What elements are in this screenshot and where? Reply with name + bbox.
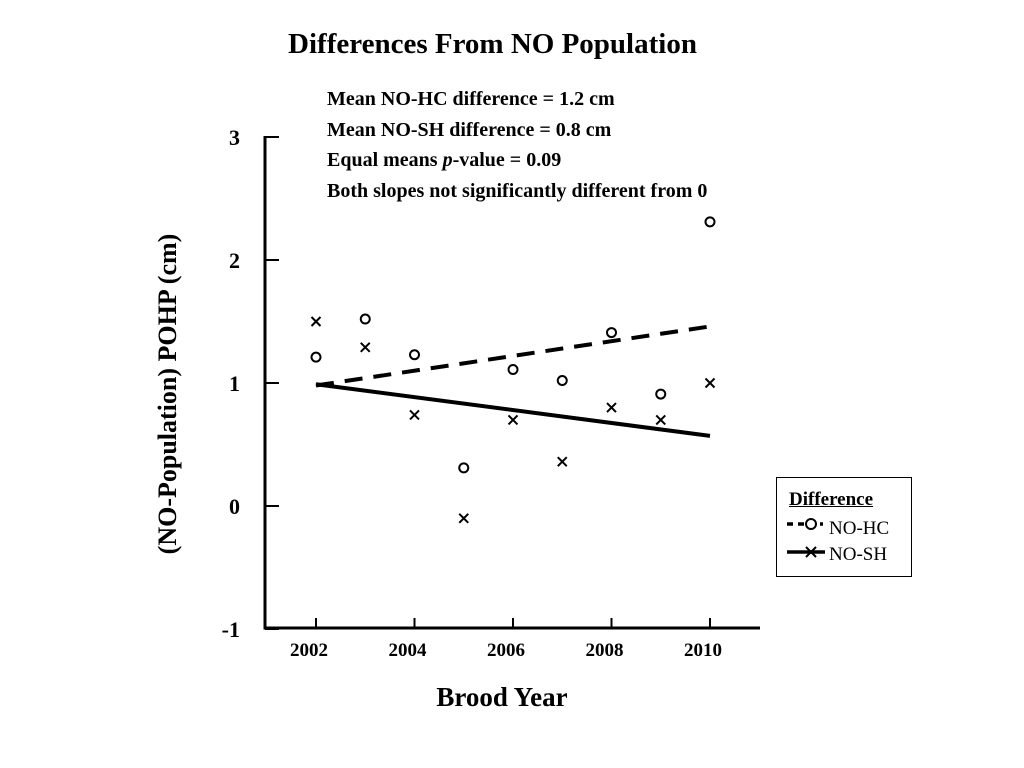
point-no-sh [704,377,716,389]
legend-symbols [787,518,825,558]
mean-no-hc-text: Mean NO-HC difference = 1.2 cm [327,88,615,110]
y-tick-label: -1 [222,617,240,642]
point-no-hc [458,462,470,474]
legend-title: Difference [789,489,874,510]
legend-circle-marker [805,518,817,530]
x-tick-label: 2008 [586,640,624,661]
point-no-sh [310,316,322,327]
chart-title: Differences From NO Population [288,28,697,60]
point-no-sh [606,402,617,413]
pvalue-text: Equal means p-value = 0.09 [327,149,562,171]
point-no-sh [655,414,666,426]
point-no-sh [409,409,420,421]
slopes-text: Both slopes not significantly different … [327,179,708,202]
y-axis-label: (NO-Population) POHP (cm) [153,233,182,555]
y-tick-label: 2 [229,248,240,273]
trend-line-no-sh [315,382,711,438]
stats-annotation: Mean NO-HC difference = 1.2 cm Mean NO-S… [327,84,707,206]
point-no-hc [359,313,371,325]
y-tick-label: 0 [229,494,240,519]
point-no-sh [360,342,371,353]
point-no-hc [310,351,322,363]
point-no-sh [557,456,568,467]
point-no-hc [507,363,519,375]
legend-label-no-hc: NO-HC [829,518,890,539]
legend-label-no-sh: NO-SH [829,544,888,565]
x-axis-label: Brood Year [436,682,568,712]
point-no-hc [556,375,568,387]
x-tick-label: 2002 [290,640,328,661]
trend-line-no-hc [315,324,711,388]
legend: Difference NO-HC NO-SH [776,477,912,577]
y-tick-label: 1 [229,371,240,396]
point-no-sh [458,513,469,524]
x-tick-label: 2006 [487,640,525,661]
x-tick-label: 2004 [389,640,428,661]
mean-no-sh-text: Mean NO-SH difference = 0.8 cm [327,118,612,141]
point-no-sh [507,414,519,426]
y-tick-label: 3 [229,125,240,150]
x-tick-label: 2010 [684,640,722,661]
point-no-hc [704,216,716,228]
point-no-hc [606,327,617,339]
legend-x-marker [805,546,817,558]
point-no-hc [655,388,667,400]
point-no-hc [409,349,420,361]
